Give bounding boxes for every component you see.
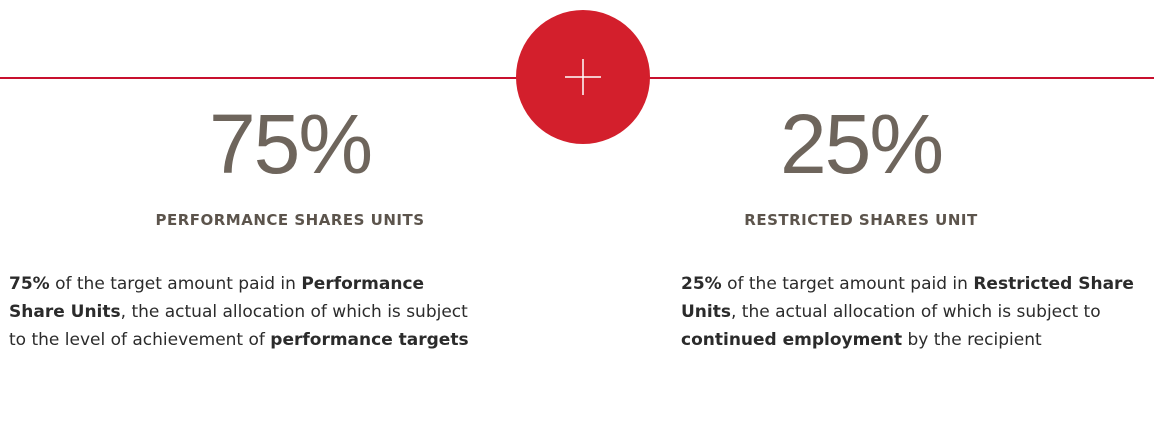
text: , the actual allocation of which is subj… [730, 302, 1101, 322]
bold-text: Restricted Share Units [681, 274, 1134, 322]
text: of the target amount paid in [49, 274, 302, 294]
bold-text: 25% [681, 274, 722, 294]
bold-text: Performance Share Units [9, 274, 425, 322]
bold-text: continued employment [681, 330, 903, 350]
text: , the actual allocation of which is subj… [9, 302, 468, 350]
description: 75% of the target amount paid in Perform… [9, 270, 479, 354]
bold-text: 75% [9, 274, 50, 294]
percentage: 25% [779, 97, 944, 191]
bold-text: performance targets [270, 330, 469, 350]
column-heading: PERFORMANCE SHARES UNITS [155, 211, 425, 229]
text: of the target amount paid in [721, 274, 974, 294]
description: 25% of the target amount paid in Restric… [681, 270, 1154, 354]
column-heading: RESTRICTED SHARES UNIT [744, 211, 978, 229]
percentage: 75% [208, 97, 373, 191]
plus-badge [516, 10, 650, 144]
text: by the recipient [902, 330, 1042, 350]
